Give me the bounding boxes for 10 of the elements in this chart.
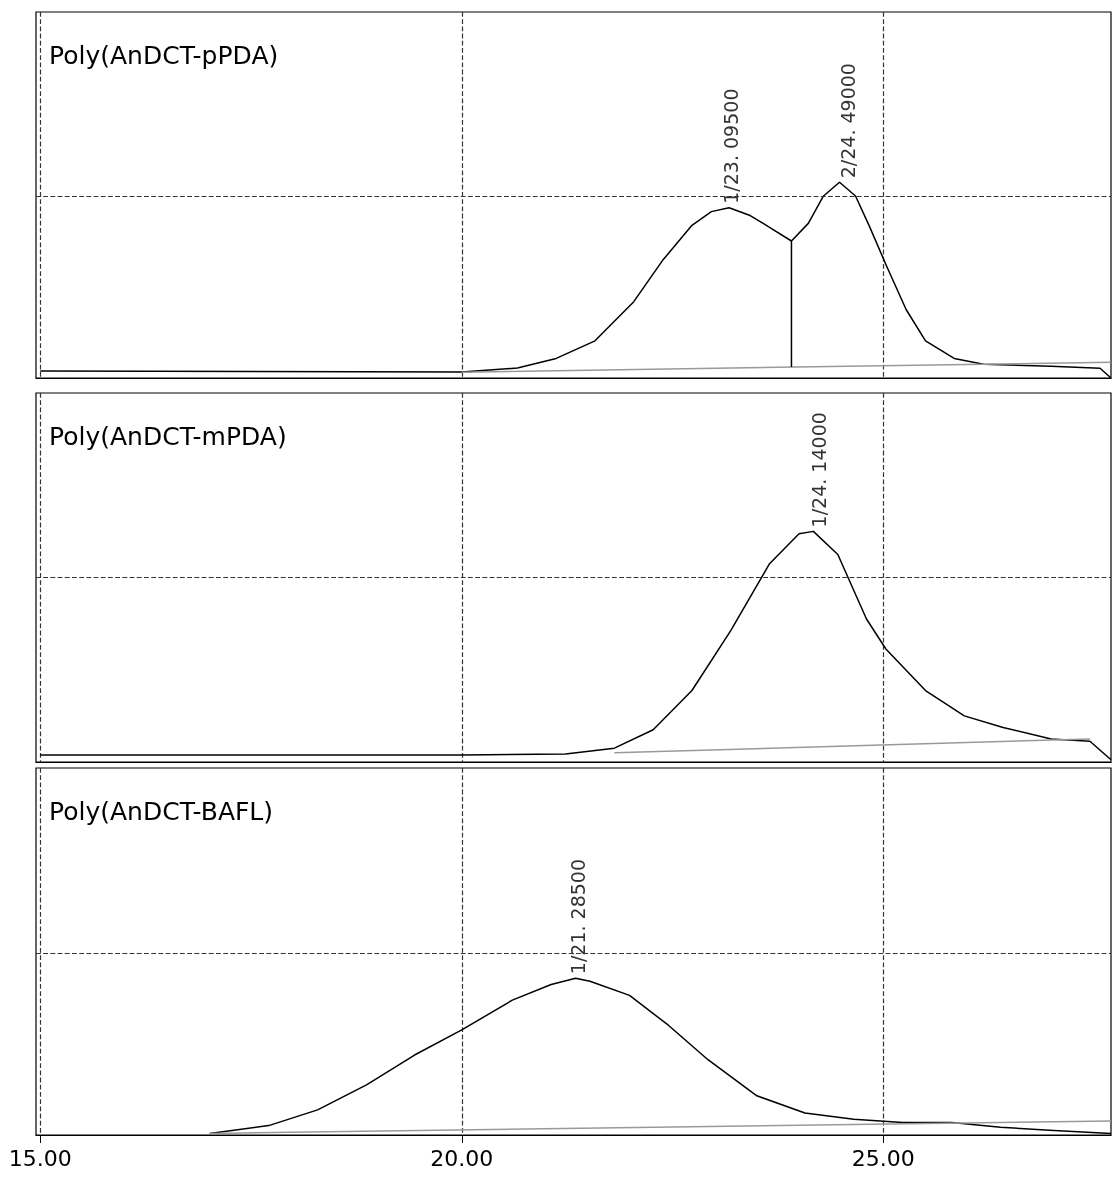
annotation: 1/21. 28500: [567, 858, 590, 975]
annotation: 1/24. 14000: [807, 412, 830, 528]
chart-title: Poly(AnDCT-mPDA): [49, 422, 287, 451]
x-tick-label: 20.00: [430, 1145, 494, 1171]
chart-title: Poly(AnDCT-BAFL): [49, 797, 274, 826]
annotation: 1/23. 09500: [719, 88, 742, 204]
x-tick-label: 25.00: [851, 1145, 915, 1171]
chart-title: Poly(AnDCT-pPDA): [49, 41, 279, 70]
x-tick-label: 15.00: [8, 1145, 72, 1171]
annotation: 2/24. 49000: [837, 63, 860, 179]
